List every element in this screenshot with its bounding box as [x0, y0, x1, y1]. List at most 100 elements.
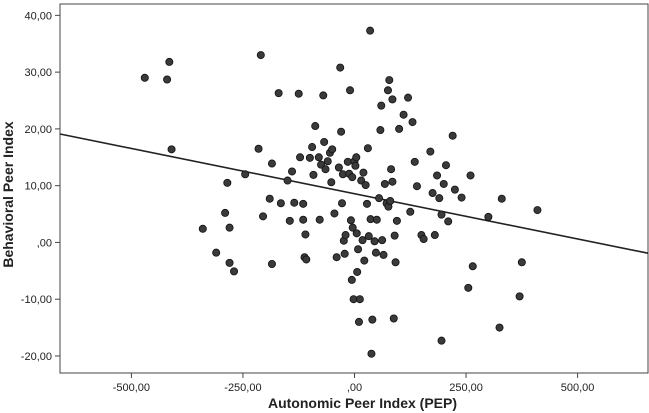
data-point — [320, 137, 329, 146]
data-point — [299, 199, 308, 208]
data-point — [406, 207, 415, 216]
data-point — [352, 229, 361, 238]
data-point — [285, 216, 294, 225]
data-point — [428, 189, 437, 198]
plot-frame — [59, 3, 649, 374]
data-point — [230, 267, 239, 276]
data-point — [359, 168, 368, 177]
data-point — [327, 178, 336, 187]
data-point — [321, 165, 330, 174]
data-point — [225, 223, 234, 232]
data-point — [450, 185, 459, 194]
data-point — [302, 255, 311, 264]
data-point — [378, 236, 387, 245]
data-point — [464, 283, 473, 292]
y-axis-title: Behavioral Peer Index — [0, 121, 16, 268]
data-point — [497, 194, 506, 203]
data-point — [391, 258, 400, 267]
data-point — [372, 215, 381, 224]
data-point — [358, 236, 367, 245]
data-point — [332, 253, 341, 262]
data-point — [419, 235, 428, 244]
x-axis-title: Autonomic Peer Index (PEP) — [268, 395, 457, 411]
data-point — [334, 163, 343, 172]
data-point — [439, 179, 448, 188]
data-point — [353, 267, 362, 276]
data-point — [290, 198, 299, 207]
data-point — [259, 212, 268, 221]
y-tick-label: -20,00 — [21, 351, 52, 363]
data-point — [267, 260, 276, 269]
data-point — [395, 124, 404, 133]
data-point — [347, 275, 356, 284]
data-point — [367, 349, 376, 358]
data-point — [348, 173, 357, 182]
data-point — [309, 170, 318, 179]
data-point — [515, 292, 524, 301]
data-point — [355, 295, 364, 304]
data-point — [296, 153, 305, 162]
data-point — [385, 76, 394, 85]
data-point — [368, 315, 377, 324]
data-point — [330, 209, 339, 218]
data-point — [412, 182, 421, 191]
data-point — [276, 199, 285, 208]
data-point — [399, 110, 408, 119]
data-points — [140, 26, 542, 358]
y-tick-label: 40,00 — [24, 10, 52, 22]
data-point — [319, 91, 328, 100]
data-point — [294, 89, 303, 98]
x-tick-label: -250,00 — [224, 382, 261, 394]
data-point — [354, 245, 363, 254]
data-point — [437, 336, 446, 345]
data-point — [437, 210, 446, 219]
data-point — [305, 153, 314, 162]
data-point — [377, 101, 386, 110]
data-point — [371, 248, 380, 257]
data-point — [375, 194, 384, 203]
data-point — [167, 145, 176, 154]
data-point — [376, 126, 385, 135]
data-point — [163, 75, 172, 84]
data-point — [383, 86, 392, 95]
data-point — [484, 212, 493, 221]
data-point — [221, 208, 230, 217]
data-point — [448, 131, 457, 140]
data-point — [363, 144, 372, 153]
y-axis-ticks: -20,00 -10,00 ,00 10,00 20,00 30,00 40,00 — [21, 10, 60, 363]
data-point — [301, 230, 310, 239]
data-point — [311, 122, 320, 131]
y-tick-label: -10,00 — [21, 294, 52, 306]
y-tick-label: 20,00 — [24, 124, 52, 136]
x-tick-label: ,00 — [347, 382, 362, 394]
data-point — [140, 73, 149, 82]
y-tick-label: 10,00 — [24, 181, 52, 193]
data-point — [267, 159, 276, 168]
data-point — [533, 206, 542, 215]
data-point — [386, 196, 395, 205]
data-point — [433, 171, 442, 180]
data-point — [362, 199, 371, 208]
data-point — [410, 157, 419, 166]
data-point — [457, 193, 466, 202]
data-point — [495, 323, 504, 332]
y-tick-label: ,00 — [37, 237, 52, 249]
x-axis-ticks: -500,00 -250,00 ,00 250,00 500,00 — [113, 373, 594, 394]
data-point — [328, 145, 337, 154]
data-point — [274, 89, 283, 98]
data-point — [314, 153, 323, 162]
x-tick-label: 250,00 — [449, 382, 483, 394]
data-point — [389, 314, 398, 323]
data-point — [351, 161, 360, 170]
data-point — [441, 161, 450, 170]
data-point — [338, 199, 347, 208]
data-point — [336, 63, 345, 72]
data-point — [468, 262, 477, 271]
data-point — [354, 317, 363, 326]
data-point — [388, 95, 397, 104]
data-point — [360, 256, 369, 265]
data-point — [341, 231, 350, 240]
data-point — [225, 258, 234, 267]
data-point — [254, 144, 263, 153]
